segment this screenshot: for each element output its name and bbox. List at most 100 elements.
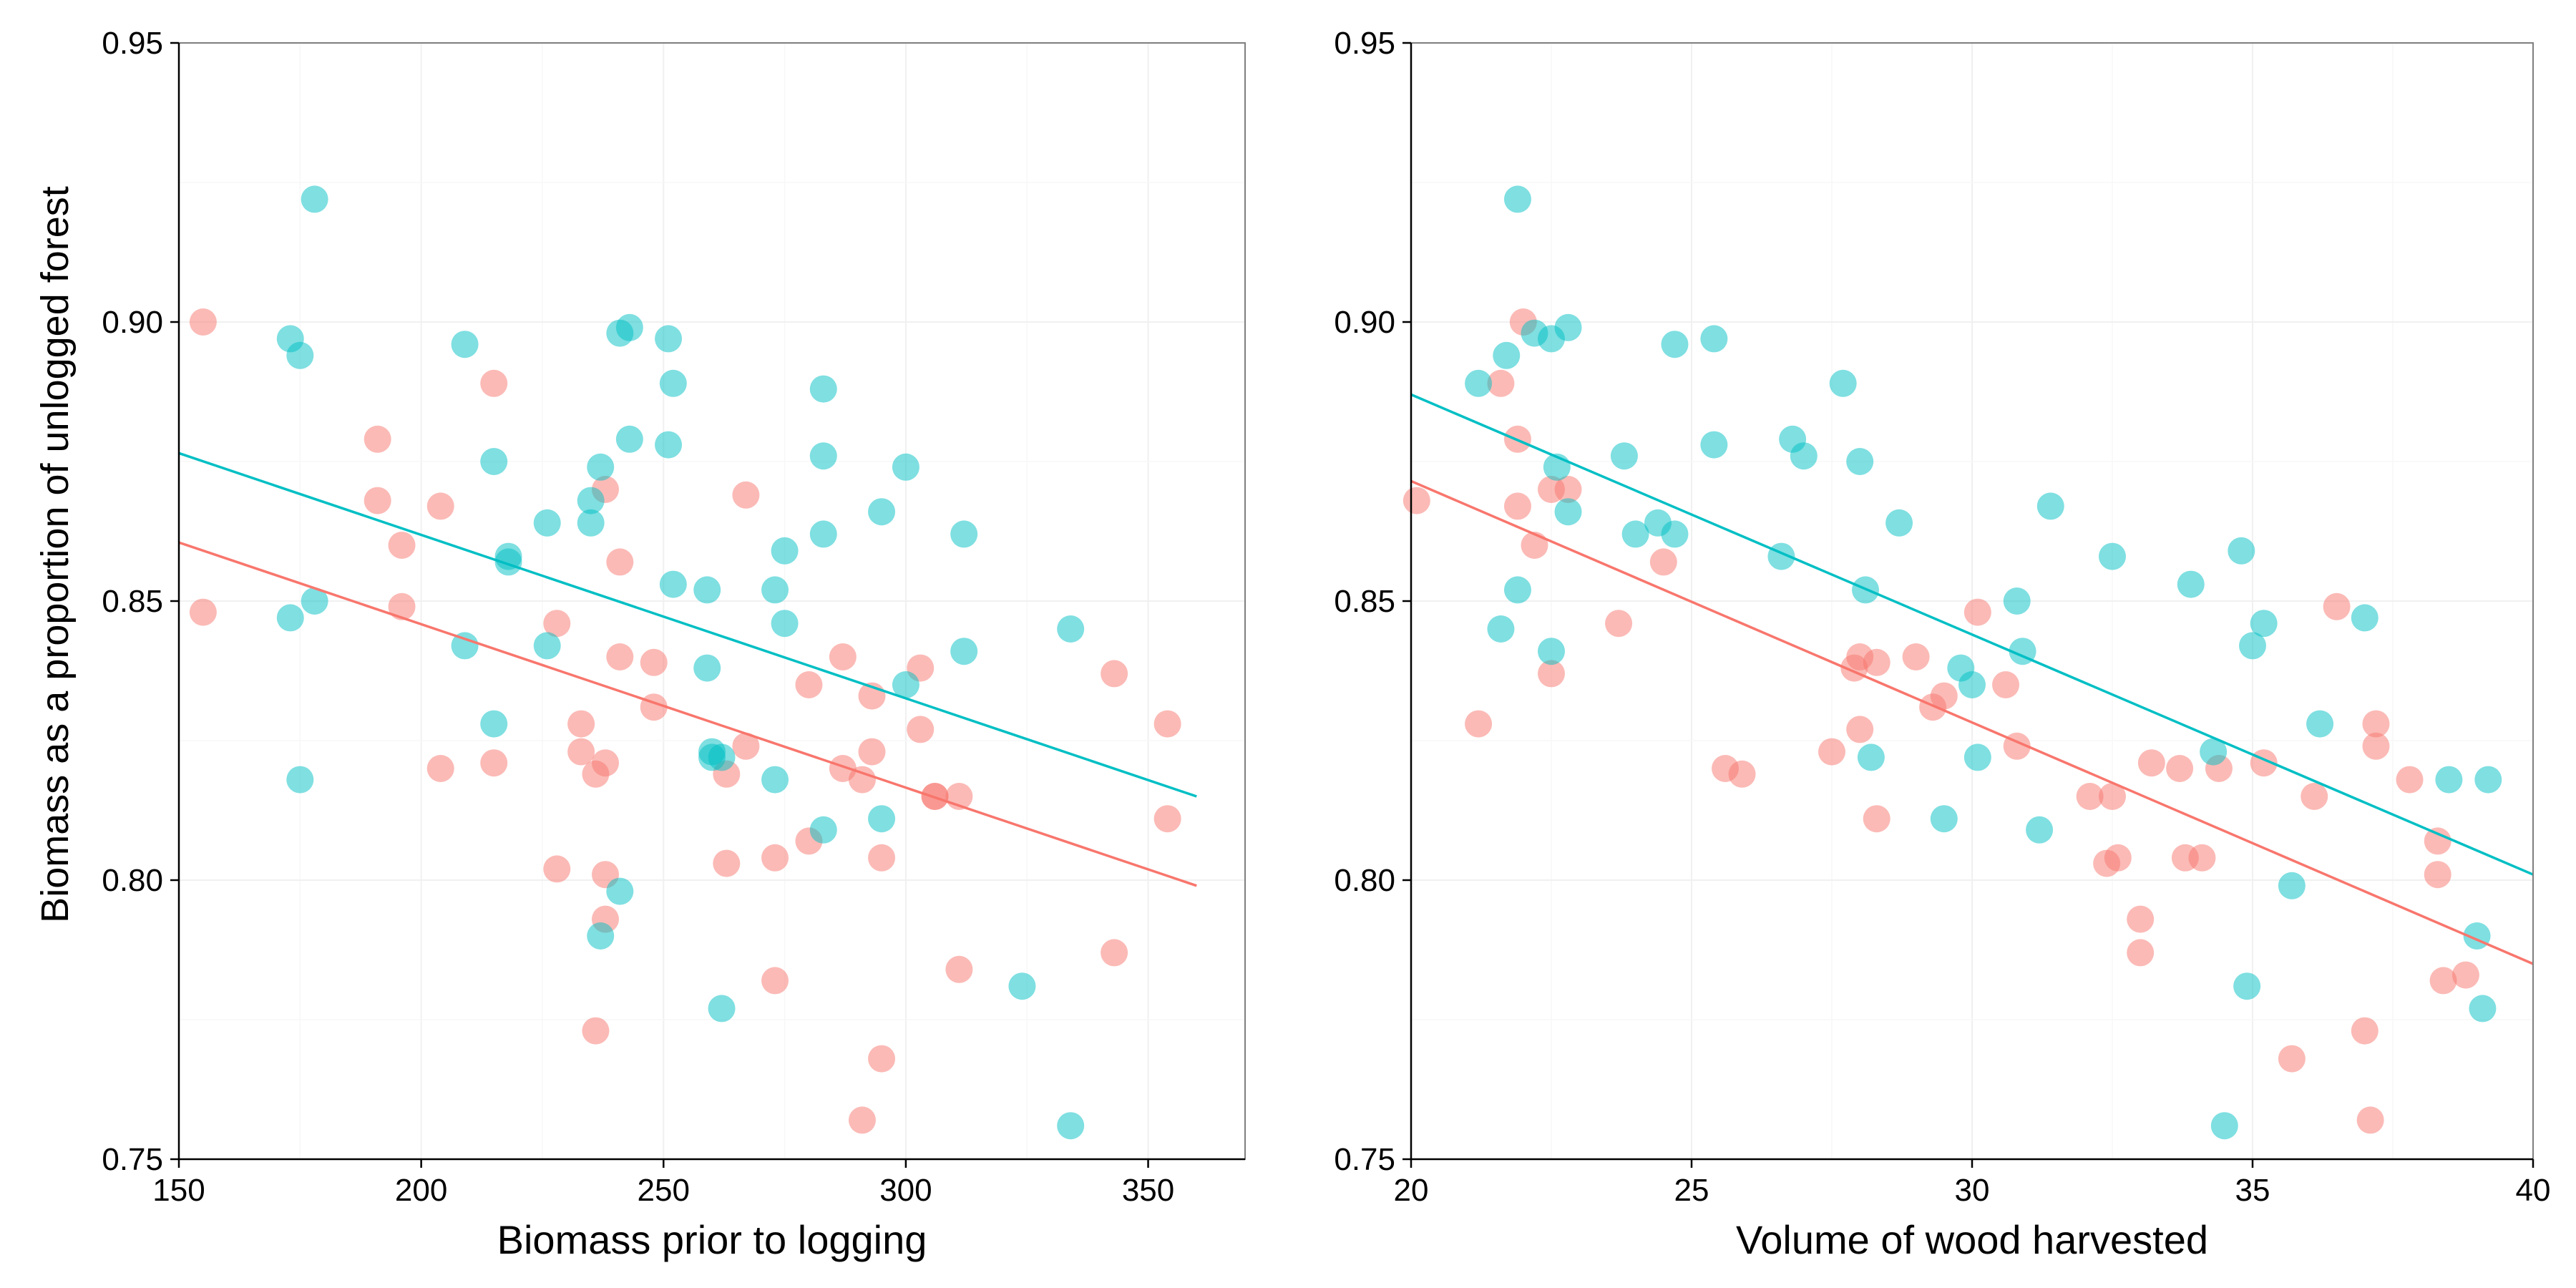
data-point (2127, 939, 2155, 967)
data-point (1521, 532, 1548, 559)
data-point (1101, 660, 1128, 688)
y-tick-label: 0.75 (102, 1142, 163, 1177)
data-point (2200, 738, 2228, 766)
data-point (587, 453, 615, 481)
data-point (1538, 638, 1565, 665)
data-point (2435, 766, 2463, 794)
data-point (693, 654, 721, 682)
data-point (533, 632, 561, 660)
data-point (567, 710, 595, 738)
data-point (1554, 476, 1582, 503)
data-point (426, 492, 454, 520)
data-point (1846, 716, 1874, 743)
data-point (1700, 325, 1728, 353)
data-point (1402, 487, 1430, 514)
data-point (1465, 369, 1493, 397)
data-point (1554, 498, 1582, 526)
data-point (1610, 442, 1638, 470)
data-point (2351, 604, 2379, 632)
data-point (1503, 185, 1531, 213)
x-tick-label: 20 (1394, 1173, 1429, 1208)
trend-line (178, 541, 1197, 887)
data-point (480, 369, 508, 397)
data-point (1153, 805, 1181, 833)
data-point (1554, 313, 1582, 341)
data-point (2278, 872, 2306, 899)
data-point (543, 855, 571, 883)
data-point (577, 487, 605, 514)
data-point (950, 638, 978, 665)
data-point (868, 498, 896, 526)
data-point (761, 766, 789, 794)
data-point (1487, 369, 1515, 397)
data-point (426, 755, 454, 782)
data-point (795, 671, 823, 698)
data-point (1487, 615, 1515, 643)
trend-line (1410, 479, 2534, 965)
x-tick-label: 35 (2235, 1173, 2270, 1208)
trend-line (1410, 393, 2534, 876)
data-point (388, 592, 416, 620)
data-point (2026, 816, 2054, 844)
x-axis-label: Biomass prior to logging (497, 1217, 927, 1262)
data-point (364, 425, 391, 453)
data-point (907, 716, 935, 743)
x-tick-label: 300 (879, 1173, 932, 1208)
data-point (708, 995, 736, 1023)
data-point (567, 738, 595, 766)
x-tick-label: 150 (152, 1173, 205, 1208)
data-point (2424, 861, 2451, 889)
data-point (2351, 1017, 2379, 1045)
y-tick-label: 0.90 (1334, 305, 1395, 340)
data-point (732, 732, 760, 760)
data-point (858, 738, 886, 766)
data-point (1057, 615, 1085, 643)
y-tick-label: 0.80 (102, 863, 163, 898)
data-point (868, 844, 896, 872)
data-point (1661, 520, 1689, 548)
data-point (761, 967, 789, 995)
y-tick-label: 0.90 (102, 305, 163, 340)
data-point (1963, 598, 1991, 626)
data-point (606, 548, 634, 576)
data-point (1649, 548, 1677, 576)
data-point (189, 308, 217, 336)
data-point (868, 1045, 896, 1073)
data-point (1465, 710, 1493, 738)
data-point (2356, 1106, 2384, 1134)
data-point (848, 766, 876, 794)
data-point (659, 369, 687, 397)
y-tick-label: 0.80 (1334, 863, 1395, 898)
data-point (2137, 749, 2165, 777)
data-point (761, 844, 789, 872)
data-point (189, 598, 217, 626)
data-point (868, 805, 896, 833)
data-point (1661, 331, 1689, 358)
data-point (892, 671, 919, 698)
data-point (286, 341, 314, 369)
data-point (1930, 682, 1958, 710)
x-tick-label: 200 (395, 1173, 447, 1208)
data-point (1885, 509, 1913, 537)
data-point (301, 587, 328, 615)
data-point (2210, 1112, 2238, 1140)
data-point (655, 325, 683, 353)
data-point (950, 520, 978, 548)
data-point (533, 509, 561, 537)
data-point (1992, 671, 2020, 698)
y-tick-label: 0.75 (1334, 1142, 1395, 1177)
trend-line (178, 452, 1197, 798)
data-point (848, 1106, 876, 1134)
x-axis-label: Volume of wood harvested (1736, 1217, 2208, 1262)
data-point (1008, 972, 1036, 1000)
data-point (2036, 492, 2064, 520)
data-point (1846, 448, 1874, 475)
data-point (1963, 743, 1991, 771)
data-point (829, 643, 857, 670)
data-point (1818, 738, 1845, 766)
data-point (2166, 755, 2194, 782)
data-point (771, 537, 799, 565)
data-point (708, 743, 736, 771)
data-point (655, 431, 683, 459)
data-point (2076, 783, 2104, 810)
